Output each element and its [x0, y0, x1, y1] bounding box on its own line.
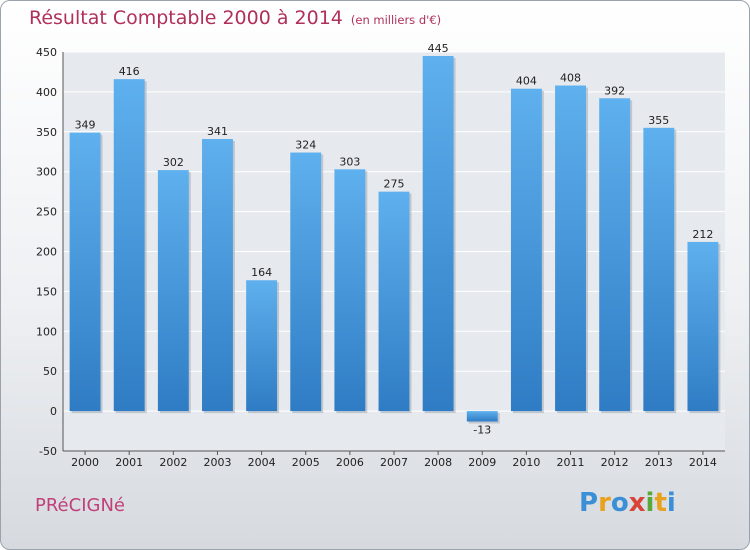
- x-tick-label: 2010: [512, 456, 540, 469]
- x-tick-label: 2008: [424, 456, 452, 469]
- y-tick-label: 300: [36, 166, 57, 179]
- x-tick-label: 2003: [203, 456, 231, 469]
- bar: [334, 169, 366, 412]
- y-tick-label: 150: [36, 285, 57, 298]
- x-tick-label: 2012: [601, 456, 629, 469]
- x-tick-label: 2013: [645, 456, 673, 469]
- bar: [157, 170, 189, 412]
- y-tick-label: 250: [36, 206, 57, 219]
- data-label: 404: [516, 75, 537, 88]
- logo-letter: x: [628, 488, 646, 518]
- y-tick-label: 100: [36, 325, 57, 338]
- bar: [555, 85, 586, 412]
- y-tick-label: 200: [36, 246, 57, 259]
- bar: [378, 191, 410, 412]
- bar: [466, 411, 498, 422]
- data-label: 212: [692, 228, 713, 241]
- data-label: 349: [75, 119, 96, 132]
- data-label: 416: [119, 65, 140, 78]
- y-tick-label: -50: [39, 445, 57, 458]
- y-tick-label: 50: [43, 365, 57, 378]
- x-tick-label: 2000: [71, 456, 99, 469]
- bar: [599, 98, 631, 412]
- x-tick-label: 2007: [380, 456, 408, 469]
- bar: [69, 132, 101, 412]
- y-tick-label: 0: [50, 405, 57, 418]
- proxiti-logo: Proxiti: [579, 488, 676, 518]
- data-label: 408: [560, 72, 581, 85]
- data-label: 392: [604, 84, 625, 97]
- bar: [113, 79, 145, 412]
- x-tick-label: 2014: [689, 456, 717, 469]
- bar: [643, 127, 675, 412]
- data-label: 275: [384, 178, 405, 191]
- bar: [202, 138, 233, 412]
- town-name: PRéCIGNé: [35, 495, 125, 516]
- data-label: 445: [428, 42, 449, 55]
- chart-title-text: Résultat Comptable 2000 à 2014: [29, 7, 343, 29]
- y-tick-label: 350: [36, 126, 57, 139]
- bar: [246, 280, 278, 412]
- chart-subtitle: (en milliers d'€): [350, 13, 442, 27]
- x-tick-label: 2002: [159, 456, 187, 469]
- logo-letter: i: [666, 488, 676, 518]
- logo-letter: r: [598, 488, 611, 518]
- data-label: -13: [473, 423, 491, 436]
- logo-letter: P: [579, 488, 599, 518]
- logo-letter: o: [610, 488, 629, 518]
- x-tick-label: 2011: [557, 456, 585, 469]
- x-tick-label: 2005: [292, 456, 320, 469]
- logo-letter: i: [645, 488, 655, 518]
- bar: [290, 152, 322, 412]
- y-tick-label: 400: [36, 86, 57, 99]
- data-label: 355: [648, 114, 669, 127]
- x-tick-label: 2001: [115, 456, 143, 469]
- data-label: 341: [207, 125, 228, 138]
- chart-title: Résultat Comptable 2000 à 2014 (en millie…: [29, 7, 441, 29]
- bar: [510, 88, 542, 412]
- data-label: 302: [163, 156, 184, 169]
- bar: [687, 241, 719, 412]
- y-tick-label: 450: [36, 46, 57, 59]
- data-label: 303: [339, 155, 360, 168]
- x-tick-label: 2004: [248, 456, 276, 469]
- bar: [422, 55, 454, 412]
- x-tick-label: 2009: [468, 456, 496, 469]
- data-label: 324: [295, 139, 316, 152]
- data-label: 164: [251, 266, 272, 279]
- x-tick-label: 2006: [336, 456, 364, 469]
- logo-letter: t: [654, 488, 667, 518]
